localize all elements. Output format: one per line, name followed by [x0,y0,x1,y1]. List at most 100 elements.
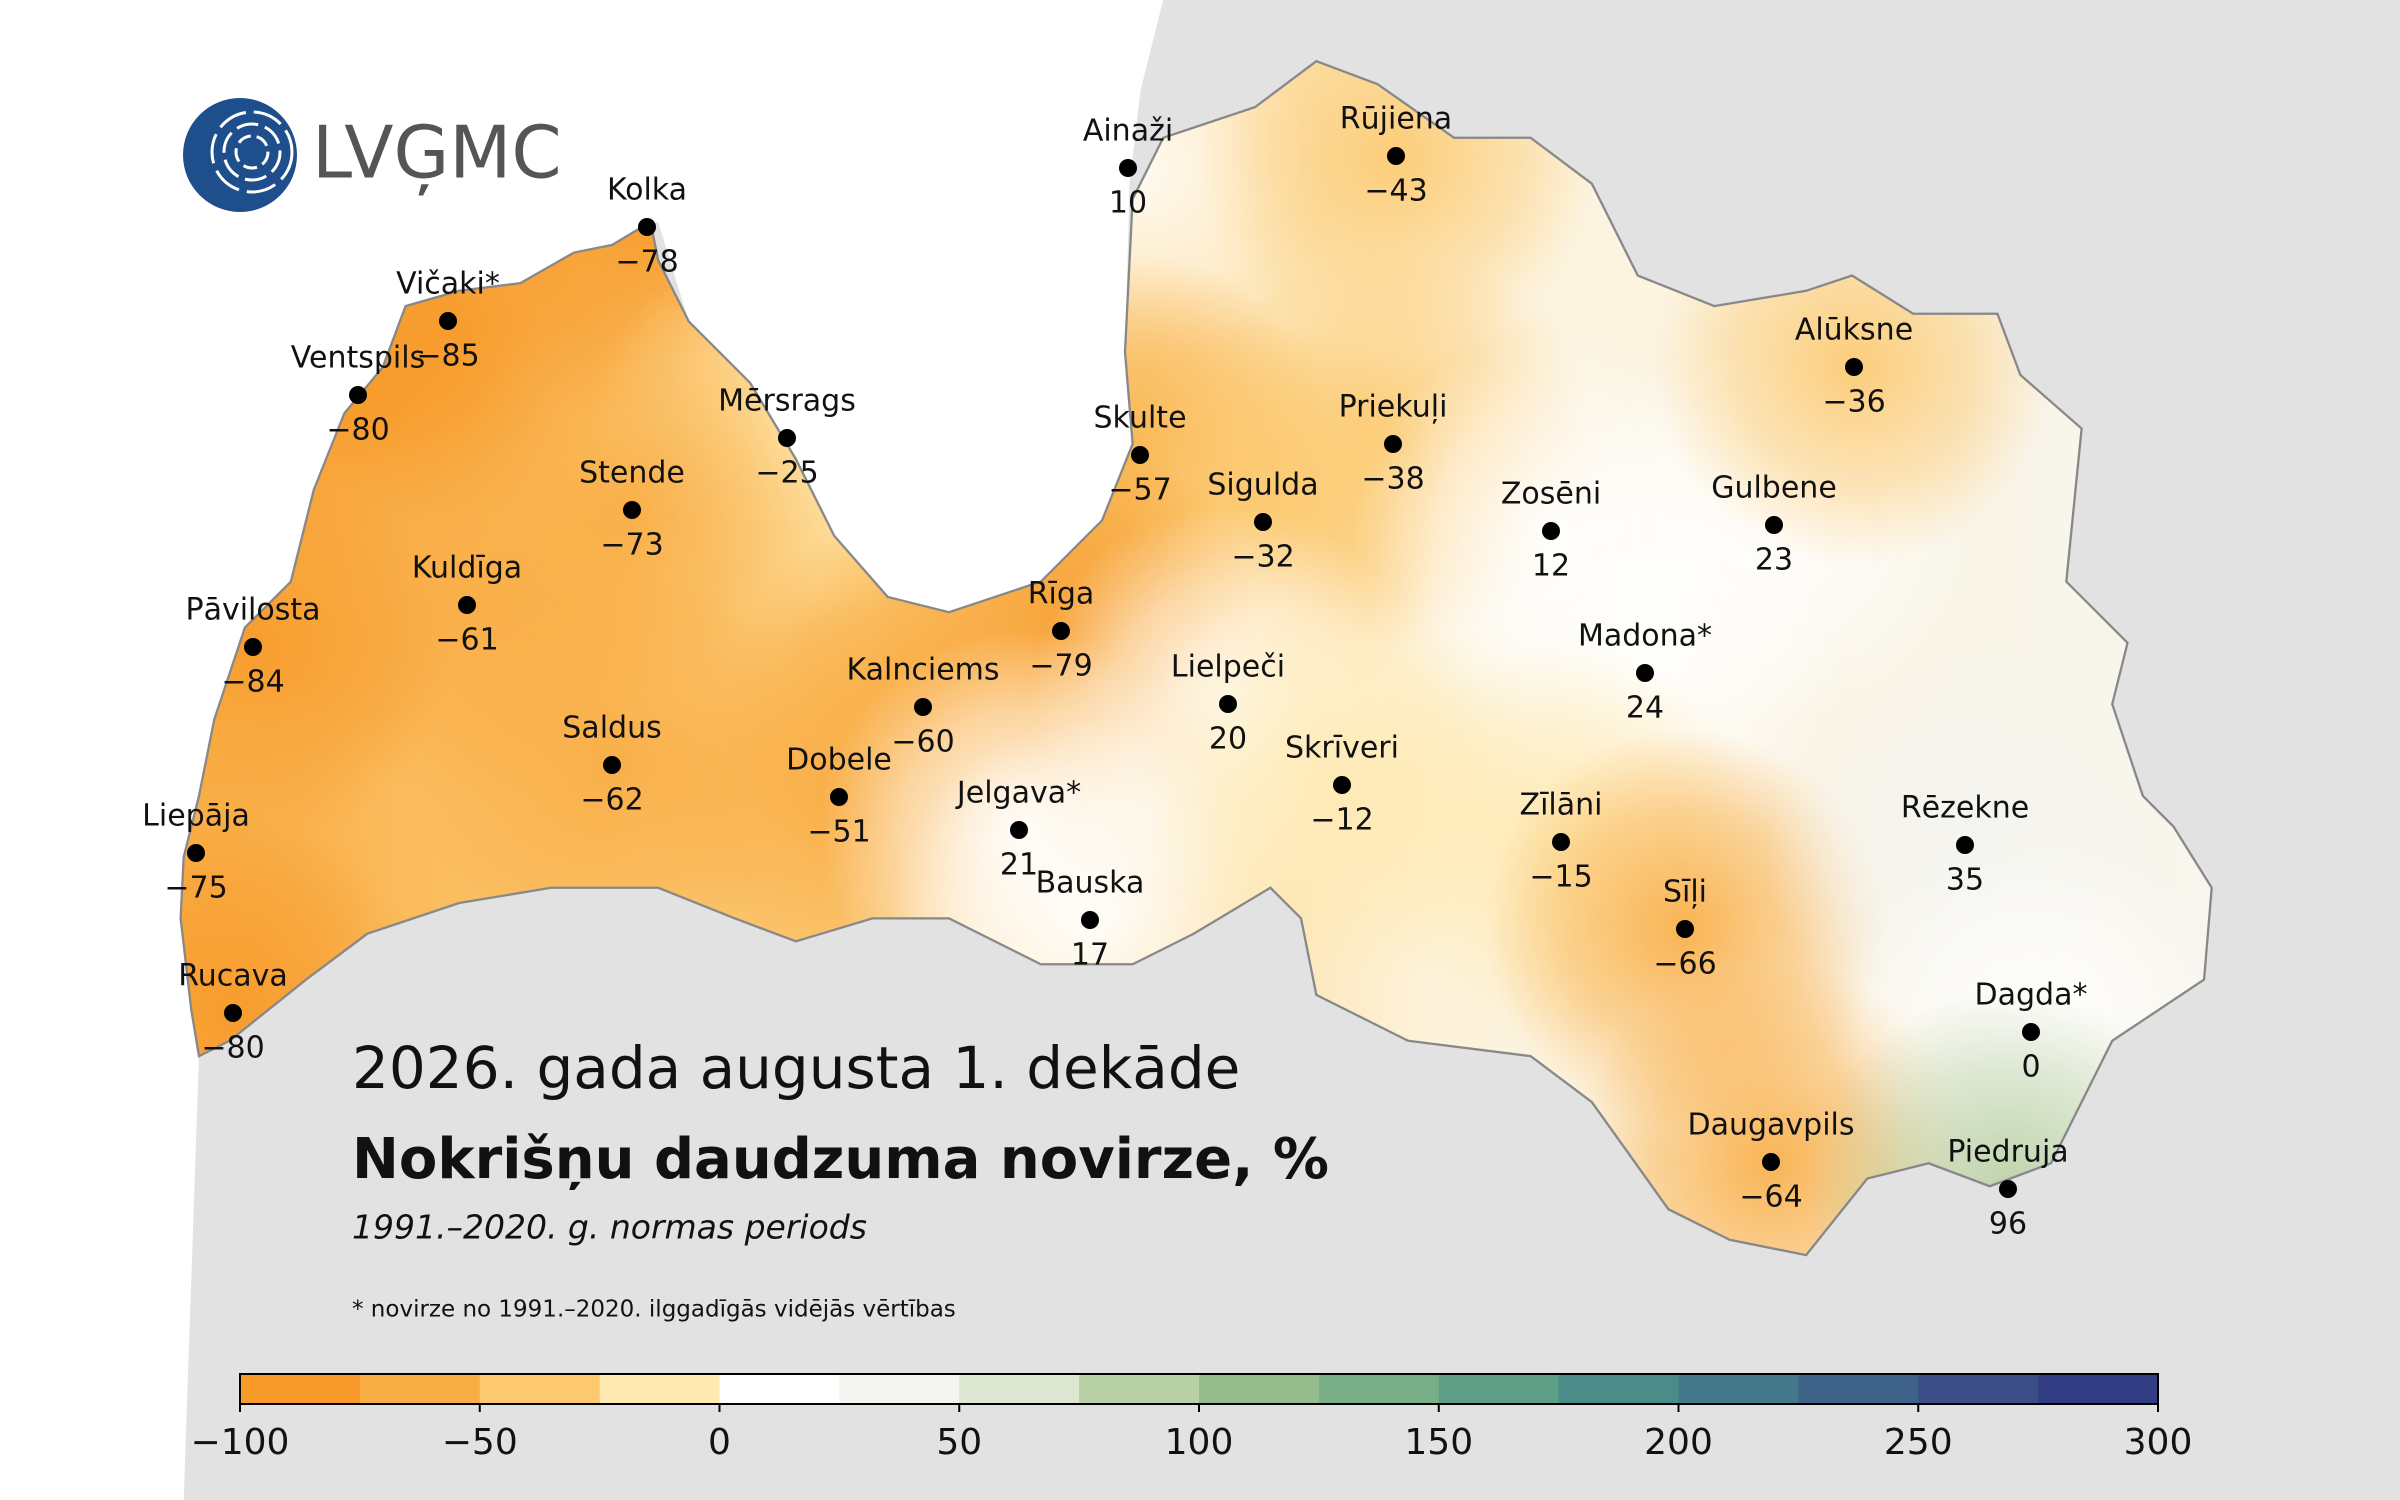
station-dot [638,218,656,236]
station-dot [187,844,205,862]
station-dot [1552,833,1570,851]
station-value: 96 [1989,1207,2027,1242]
station-value: 23 [1755,543,1793,578]
station-value: 0 [2021,1050,2040,1085]
station-name: Rūjiena [1340,102,1452,137]
station-dot [1765,516,1783,534]
station-value: 35 [1946,863,1984,898]
station-dot [1636,664,1654,682]
station-dot [1387,147,1405,165]
station-dot [1542,522,1560,540]
logo-text: LVĢMC [312,111,562,196]
station-name: Ainaži [1083,114,1173,149]
colorbar-tick-label: 50 [936,1422,982,1463]
station-dot [458,596,476,614]
station-value: −25 [755,456,818,491]
colorbar-segment [1558,1374,1679,1404]
sea [0,0,1164,1500]
station-value: −43 [1364,174,1427,209]
colorbar-segment [1199,1374,1320,1404]
station-value: −80 [201,1031,264,1066]
station-value: −12 [1310,803,1373,838]
period: 1991.–2020. g. normas periods [352,1208,867,1247]
station-dot [439,312,457,330]
station-dot [1956,836,1974,854]
colorbar-segment [2038,1374,2159,1404]
station-name: Rēzekne [1901,791,2029,826]
station-name: Jelgava* [955,776,1081,811]
station-name: Liepāja [142,799,250,834]
station-dot [778,429,796,447]
station-value: −66 [1653,947,1716,982]
station-name: Zīlāni [1520,788,1603,823]
station-name: Madona* [1578,619,1712,654]
station-name: Dobele [786,743,892,778]
station-value: −85 [416,339,479,374]
station-value: −36 [1822,385,1885,420]
station-value: −79 [1029,649,1092,684]
map-title: 2026. gada augusta 1. dekāde [352,1034,1240,1102]
station-name: Gulbene [1711,471,1837,506]
station-name: Sigulda [1207,468,1318,503]
colorbar-tick-label: 300 [2124,1422,2193,1463]
station-value: −60 [891,725,954,760]
station-name: Dagda* [1975,978,2088,1013]
station-dot [244,638,262,656]
station-value: −57 [1108,473,1171,508]
colorbar-segment [959,1374,1080,1404]
colorbar-segment [1438,1374,1560,1404]
station-value: 12 [1532,549,1570,584]
station-name: Bauska [1036,866,1145,901]
station-dot [1762,1153,1780,1171]
station-dot [2022,1023,2040,1041]
logo-ring [222,122,282,182]
station-dot [1081,911,1099,929]
station-value: −84 [221,665,284,700]
station-dot [1119,159,1137,177]
colorbar-segment [1918,1374,2039,1404]
colorbar-segment [1798,1374,1919,1404]
station-dot [603,756,621,774]
station-name: Mērsrags [718,384,856,419]
station-name: Kalnciems [846,653,999,688]
colorbar-tick-label: 0 [708,1422,731,1463]
station-dot [1333,776,1351,794]
colorbar-tick-label: 100 [1165,1422,1234,1463]
station-name: Daugavpils [1687,1108,1854,1143]
station-value: −78 [615,245,678,280]
station-name: Pāvilosta [185,593,320,628]
station-value: 17 [1071,938,1109,973]
station-value: −15 [1529,860,1592,895]
station-name: Lielpeči [1171,650,1285,685]
station-dot [349,386,367,404]
colorbar-tick-label: −50 [442,1422,518,1463]
station-name: Piedruja [1947,1135,2068,1170]
station-value: −51 [807,815,870,850]
station-value: 10 [1109,186,1147,221]
station-value: −62 [580,783,643,818]
station-name: Skulte [1093,401,1186,436]
colorbar-segment [479,1374,601,1404]
colorbar-tick-label: 250 [1884,1422,1953,1463]
colorbar-tick-label: 200 [1644,1422,1713,1463]
station-dot [1676,920,1694,938]
station-dot [224,1004,242,1022]
station-name: Rīga [1028,577,1095,612]
station-value: −73 [600,528,663,563]
logo-ring [234,134,270,170]
logo-mark [183,98,297,212]
station-name: Skrīveri [1285,731,1399,766]
station-dot [1131,446,1149,464]
colorbar-segment [359,1374,481,1404]
colorbar-segment [599,1374,720,1404]
station-name: Kuldīga [412,551,522,586]
station-name: Priekuļi [1339,390,1448,425]
logo-ring [210,110,294,194]
map-subtitle: Nokrišņu daudzuma novirze, % [352,1127,1329,1192]
colorbar-segment [1318,1374,1440,1404]
station-dot [1052,622,1070,640]
station-value: −38 [1361,462,1424,497]
station-dot [1254,513,1272,531]
